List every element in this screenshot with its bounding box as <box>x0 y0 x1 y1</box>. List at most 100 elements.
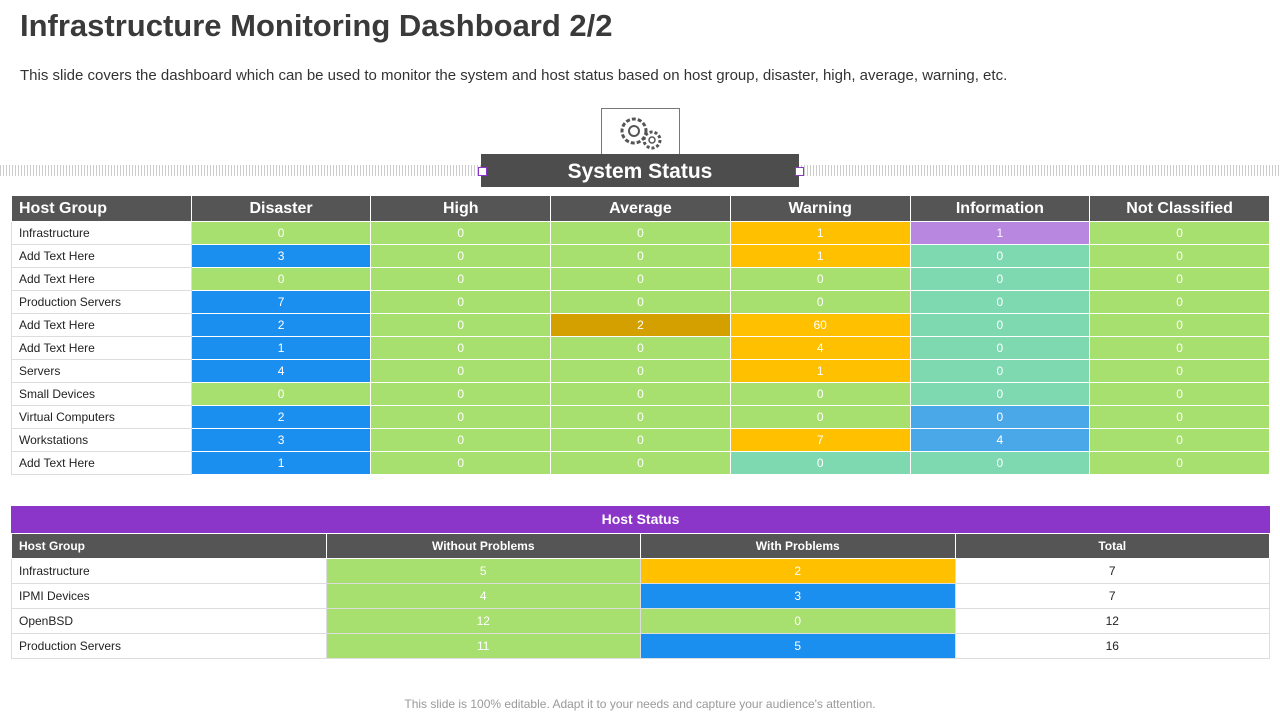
cell: 0 <box>550 382 731 406</box>
cell: 0 <box>1089 290 1270 314</box>
row: Workstations 3 0 0 7 4 0 <box>11 428 1270 452</box>
subtitle: This slide covers the dashboard which ca… <box>20 67 1008 84</box>
row: IPMI Devices 4 3 7 <box>11 583 1270 609</box>
cell: 0 <box>909 405 1091 429</box>
cell: 7 <box>190 290 372 314</box>
cell: 4 <box>190 359 372 383</box>
gear-icon <box>601 108 680 155</box>
row: Virtual Computers 2 0 0 0 0 0 <box>11 405 1270 429</box>
cell: 5 <box>640 633 956 659</box>
cell: 0 <box>729 451 911 475</box>
cell: 0 <box>909 336 1091 360</box>
cell: 7 <box>729 428 911 452</box>
cell: 0 <box>550 359 731 383</box>
cell: 0 <box>370 405 552 429</box>
cell: 2 <box>190 405 372 429</box>
cell: 0 <box>729 290 911 314</box>
cell: 0 <box>729 382 911 406</box>
cell: 0 <box>190 221 372 245</box>
cell: 0 <box>1089 382 1270 406</box>
cell: 0 <box>550 405 731 429</box>
footer: This slide is 100% editable. Adapt it to… <box>404 697 876 711</box>
row: Add Text Here 1 0 0 4 0 0 <box>11 336 1270 360</box>
cell: 1 <box>190 336 372 360</box>
row-label: Add Text Here <box>11 451 192 475</box>
cell: 0 <box>1089 451 1270 475</box>
cell: 0 <box>190 267 372 291</box>
gear-graphic <box>620 117 662 150</box>
column-header: Warning <box>729 195 911 222</box>
cell: 0 <box>1089 428 1270 452</box>
cell: 0 <box>1089 336 1270 360</box>
cell: 3 <box>190 428 372 452</box>
row: Add Text Here 0 0 0 0 0 0 <box>11 267 1270 291</box>
row: Production Servers 11 5 16 <box>11 633 1270 659</box>
cell: 0 <box>370 290 552 314</box>
cell: 4 <box>909 428 1091 452</box>
row: Add Text Here 2 0 2 60 0 0 <box>11 313 1270 337</box>
header-row: Host Group Without Problems With Problems T… <box>11 533 1270 559</box>
header-row: Host Group Disaster High Average Warning Info… <box>11 195 1270 222</box>
row: Servers 4 0 0 1 0 0 <box>11 359 1270 383</box>
cell: 0 <box>370 451 552 475</box>
row: Infrastructure 0 0 0 1 1 0 <box>11 221 1270 245</box>
row-label: Infrastructure <box>11 558 327 584</box>
cell: 12 <box>325 608 641 634</box>
row-label: Production Servers <box>11 290 192 314</box>
cell: 3 <box>190 244 372 268</box>
cell: 0 <box>550 428 731 452</box>
row: OpenBSD 12 0 12 <box>11 608 1270 634</box>
handle <box>478 167 487 176</box>
cell: 4 <box>325 583 641 609</box>
column-header: Host Group <box>11 195 192 222</box>
cell: 1 <box>729 221 911 245</box>
cell: 0 <box>1089 405 1270 429</box>
cell: 4 <box>729 336 911 360</box>
row-label: Production Servers <box>11 633 327 659</box>
cell: 11 <box>325 633 641 659</box>
cell: 2 <box>190 313 372 337</box>
cell: 0 <box>550 244 731 268</box>
column-header: Not Classified <box>1089 195 1270 222</box>
column-header: Host Group <box>11 533 327 559</box>
row-label: Add Text Here <box>11 336 192 360</box>
row-label: Add Text Here <box>11 313 192 337</box>
column-header: High <box>370 195 552 222</box>
column-header: Information <box>909 195 1091 222</box>
row-label: Add Text Here <box>11 267 192 291</box>
row-label: Infrastructure <box>11 221 192 245</box>
column-header: Total <box>954 533 1270 559</box>
row-label: Small Devices <box>11 382 192 406</box>
cell: 3 <box>640 583 956 609</box>
cell: 0 <box>909 244 1091 268</box>
cell: 0 <box>370 244 552 268</box>
row: Small Devices 0 0 0 0 0 0 <box>11 382 1270 406</box>
cell: 5 <box>325 558 641 584</box>
row-label: OpenBSD <box>11 608 327 634</box>
handle <box>795 167 804 176</box>
cell: 1 <box>729 244 911 268</box>
cell: 0 <box>370 313 552 337</box>
cell: 0 <box>909 451 1091 475</box>
column-header: Disaster <box>190 195 372 222</box>
cell: 0 <box>370 221 552 245</box>
cell: 0 <box>190 382 372 406</box>
cell: 0 <box>1089 221 1270 245</box>
cell: 0 <box>550 267 731 291</box>
cell: 7 <box>954 558 1270 584</box>
cell: 12 <box>954 608 1270 634</box>
cell: 0 <box>1089 267 1270 291</box>
cell: 0 <box>909 313 1091 337</box>
cell: 0 <box>550 290 731 314</box>
cell: 0 <box>1089 313 1270 337</box>
cell: 0 <box>370 382 552 406</box>
cell: 0 <box>729 405 911 429</box>
column-header: Average <box>550 195 731 222</box>
cell: 0 <box>370 267 552 291</box>
row-label: Workstations <box>11 428 192 452</box>
cell: 60 <box>729 313 911 337</box>
row-label: IPMI Devices <box>11 583 327 609</box>
column-header: Without Problems <box>325 533 641 559</box>
cell: 0 <box>640 608 956 634</box>
